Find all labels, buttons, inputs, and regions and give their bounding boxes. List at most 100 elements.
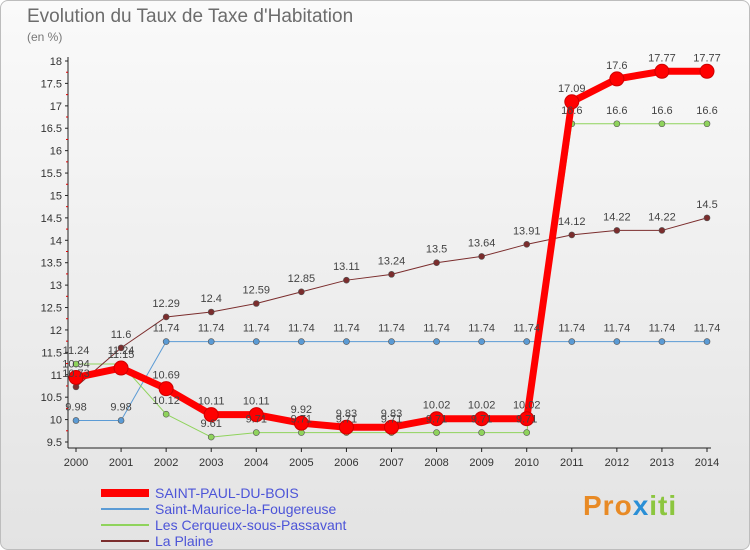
data-point: [474, 411, 490, 427]
data-point: [433, 338, 440, 345]
data-point: [252, 300, 260, 307]
data-label: 10.11: [198, 396, 225, 408]
data-label: 11.74: [558, 323, 585, 335]
data-point: [293, 415, 309, 431]
data-label: 11.74: [378, 323, 405, 335]
data-label: 12.59: [243, 284, 271, 296]
data-label: 12.29: [152, 298, 180, 310]
data-label: 10.11: [243, 396, 270, 408]
y-tick-label: 14: [50, 235, 62, 247]
data-point: [203, 407, 219, 423]
y-tick-label: 11: [51, 370, 62, 382]
data-point: [478, 429, 485, 436]
data-point: [207, 433, 215, 441]
data-label: 11.74: [198, 323, 225, 335]
y-tick-label: 15.5: [41, 168, 62, 180]
y-tick-label: 15: [50, 190, 62, 202]
data-point: [613, 227, 621, 234]
data-point: [699, 63, 715, 79]
data-point: [703, 120, 711, 128]
data-point: [658, 338, 666, 345]
data-label: 9.71: [426, 414, 447, 426]
data-label: 16.6: [606, 105, 627, 117]
data-point: [343, 338, 350, 345]
data-label: 13.24: [378, 255, 406, 267]
data-label: 13.91: [513, 225, 541, 237]
data-point: [384, 419, 399, 435]
brand-logo: Proxiti: [583, 490, 677, 522]
data-point: [388, 338, 395, 345]
legend-item: Les Cerqueux-sous-Passavant: [101, 517, 346, 533]
data-label: 17.77: [693, 52, 721, 64]
data-point: [162, 338, 170, 345]
data-label: 11.74: [333, 323, 360, 335]
data-point: [298, 338, 305, 345]
data-label: 9.71: [336, 414, 357, 426]
x-tick-label: 2007: [379, 457, 403, 469]
data-point: [68, 369, 84, 385]
data-label: 16.6: [651, 105, 672, 117]
data-point: [72, 360, 80, 368]
data-label: 10.02: [423, 400, 451, 412]
data-point: [343, 276, 350, 284]
data-label: 13.11: [333, 261, 360, 273]
data-label: 11.24: [63, 345, 90, 357]
legend-label: SAINT-PAUL-DU-BOIS: [155, 485, 299, 501]
data-point: [248, 407, 264, 423]
data-label: 14.22: [648, 211, 676, 223]
data-label: 10.12: [152, 395, 180, 407]
y-tick-label: 14.5: [41, 213, 62, 225]
y-tick-label: 16.5: [41, 123, 62, 135]
data-label: 10.94: [62, 358, 90, 370]
y-tick-label: 17.5: [41, 78, 62, 90]
data-label: 9.71: [471, 414, 492, 426]
data-label: 14.12: [558, 216, 586, 228]
data-point: [433, 429, 440, 436]
data-point: [478, 338, 485, 345]
data-point: [703, 214, 711, 222]
data-label: 9.98: [65, 401, 86, 413]
data-point: [523, 429, 531, 436]
data-label: 17.6: [606, 60, 627, 72]
data-label: 9.71: [291, 414, 312, 426]
data-point: [433, 259, 440, 267]
legend-swatch: [101, 508, 149, 510]
x-tick-label: 2014: [695, 457, 719, 469]
data-point: [658, 227, 666, 234]
data-point: [568, 231, 576, 239]
legend-item: SAINT-PAUL-DU-BOIS: [101, 485, 346, 501]
brand-part: x: [632, 490, 650, 521]
legend-item: Saint-Maurice-la-Fougereuse: [101, 501, 346, 517]
data-label: 10.02: [513, 400, 541, 412]
y-tick-label: 11.5: [41, 347, 62, 359]
data-point: [654, 63, 670, 79]
data-point: [519, 411, 535, 427]
data-label: 13.5: [426, 244, 447, 256]
x-tick-label: 2012: [605, 457, 629, 469]
data-label: 9.92: [291, 404, 312, 416]
data-label: 12.85: [288, 273, 316, 285]
legend: SAINT-PAUL-DU-BOIS Saint-Maurice-la-Fouge…: [101, 485, 346, 549]
legend-item: La Plaine: [101, 533, 346, 549]
y-tick-label: 12.5: [41, 303, 62, 315]
chart-title: Evolution du Taux de Taxe d'Habitation: [27, 6, 354, 27]
data-label: 9.83: [336, 408, 357, 420]
data-point: [568, 338, 576, 345]
data-point: [162, 410, 170, 418]
data-point: [338, 419, 354, 435]
data-point: [158, 381, 174, 397]
data-label: 11.74: [603, 323, 630, 335]
legend-swatch: [101, 489, 149, 497]
data-point: [117, 417, 125, 424]
data-label: 11.74: [288, 323, 315, 335]
y-tick-label: 10: [50, 415, 62, 427]
x-tick-label: 2001: [109, 457, 133, 469]
x-tick-label: 2011: [560, 457, 584, 469]
data-label: 9.71: [246, 414, 267, 426]
data-point: [478, 253, 485, 260]
x-tick-label: 2013: [650, 457, 674, 469]
data-label: 10.02: [468, 400, 496, 412]
data-point: [162, 313, 170, 321]
